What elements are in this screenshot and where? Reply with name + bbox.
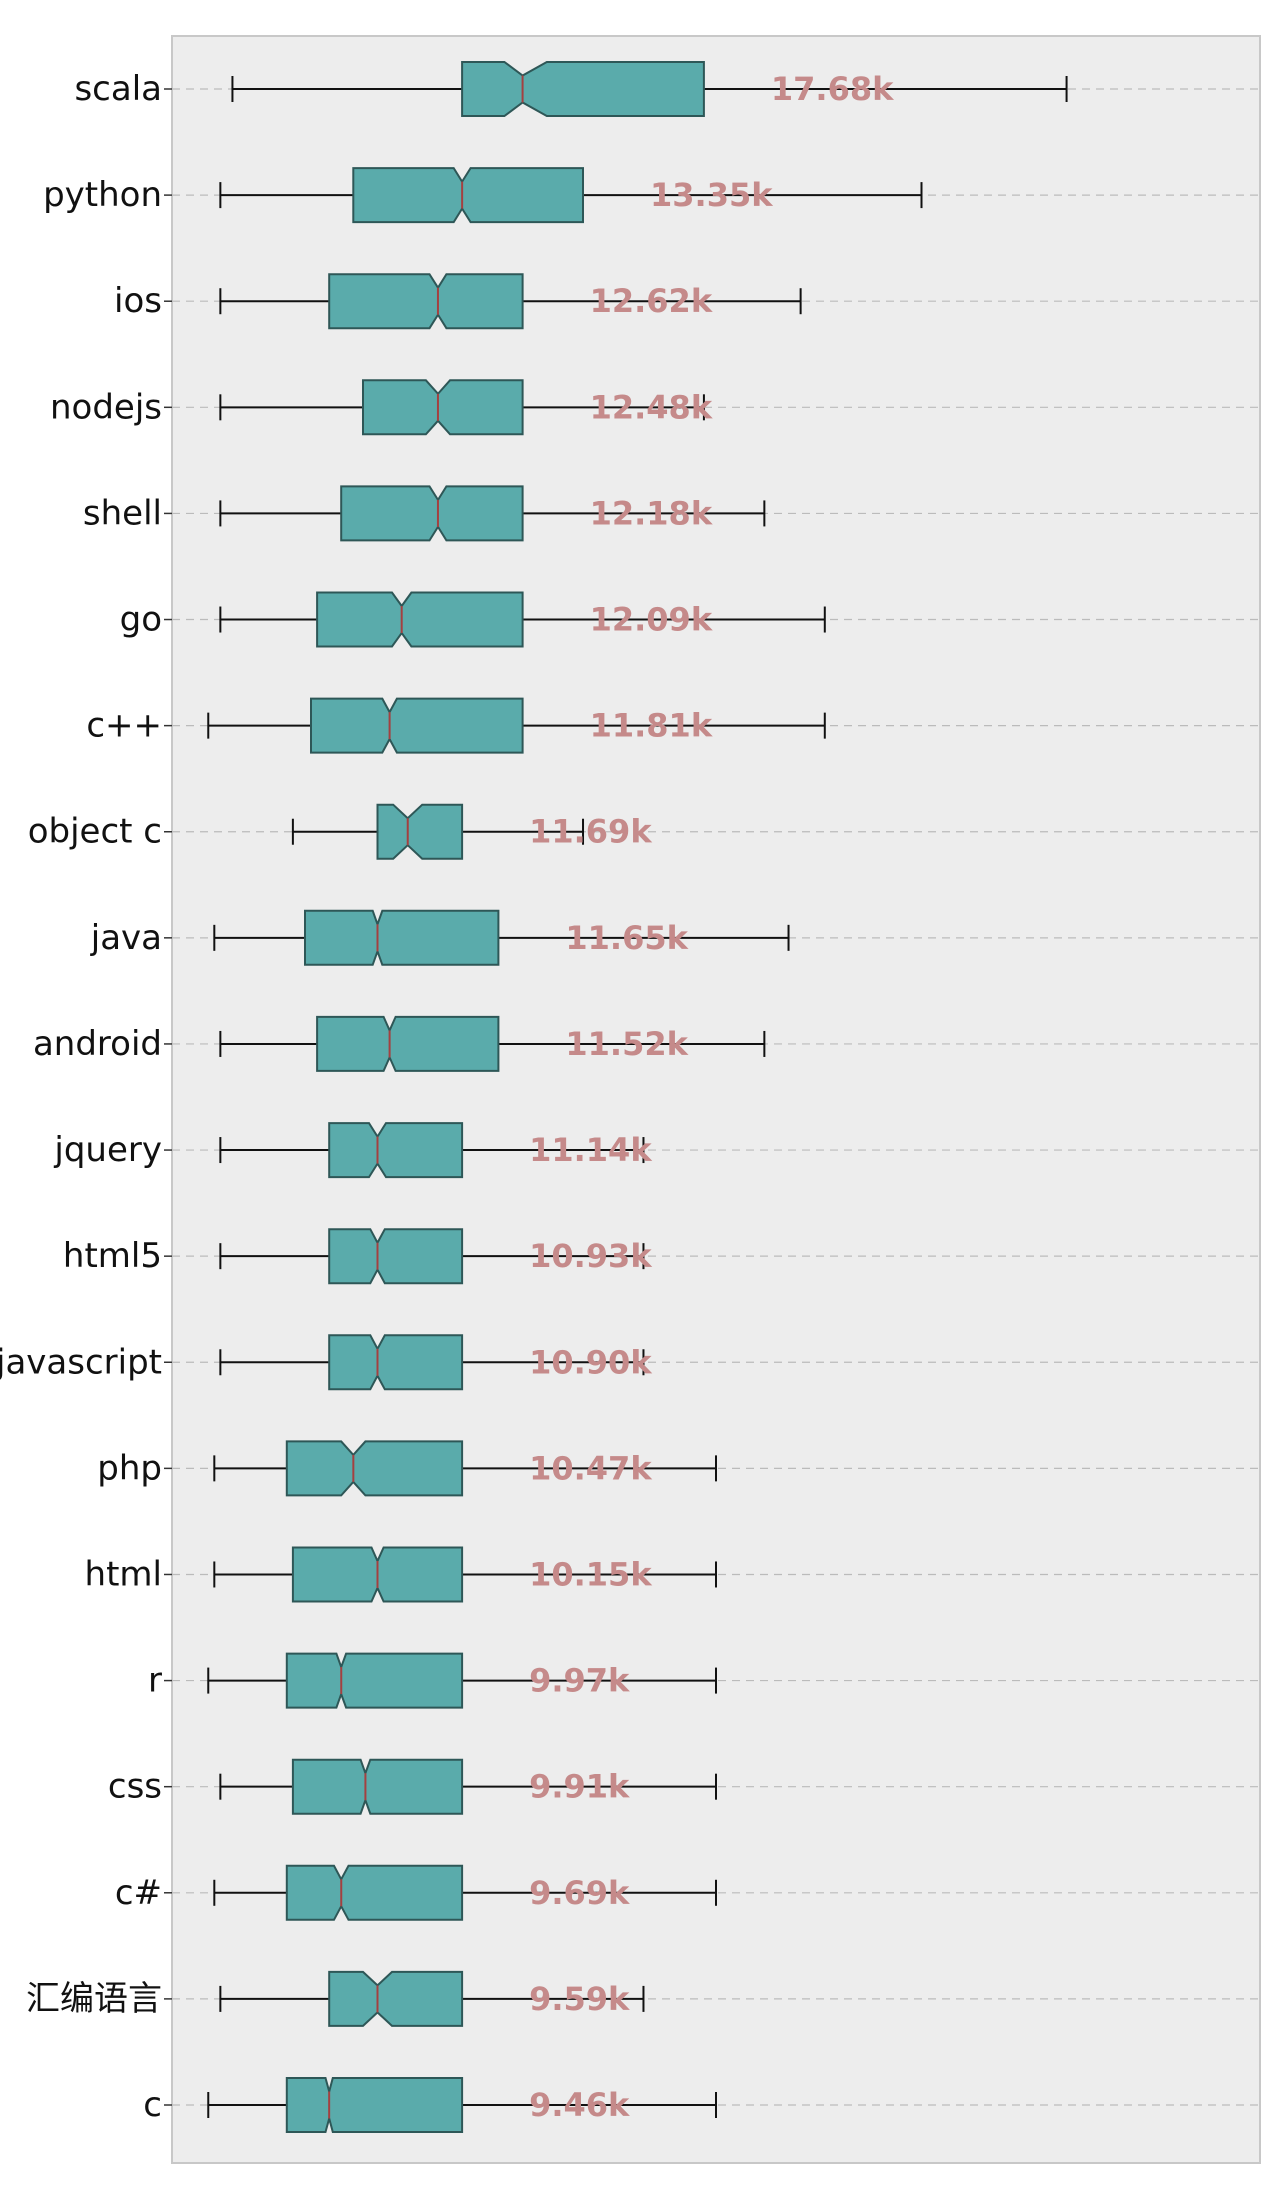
box-3 bbox=[362, 379, 524, 436]
box-6 bbox=[310, 697, 524, 754]
box-4 bbox=[340, 485, 524, 542]
category-label: javascript bbox=[0, 1342, 162, 1382]
value-label: 9.91k bbox=[529, 1768, 630, 1806]
value-label: 9.59k bbox=[529, 1980, 630, 2018]
box-1 bbox=[352, 167, 584, 224]
category-label: java bbox=[90, 918, 162, 958]
box-19 bbox=[285, 2077, 464, 2133]
category-label: c# bbox=[115, 1873, 162, 1913]
value-label: 9.97k bbox=[529, 1662, 630, 1700]
category-label: nodejs bbox=[50, 387, 162, 427]
category-label: scala bbox=[74, 69, 162, 109]
category-label: 汇编语言 bbox=[26, 1979, 162, 2019]
category-label: ios bbox=[114, 281, 162, 321]
value-label: 10.47k bbox=[529, 1449, 652, 1487]
category-label: r bbox=[148, 1661, 162, 1701]
box-5 bbox=[316, 591, 524, 648]
box-18 bbox=[328, 1970, 464, 2027]
category-label: css bbox=[108, 1767, 162, 1807]
grid-layer bbox=[164, 88, 1260, 2106]
category-label: jquery bbox=[53, 1130, 162, 1170]
category-label: android bbox=[33, 1024, 162, 1064]
box-16 bbox=[291, 1758, 464, 1815]
value-label: 11.81k bbox=[590, 707, 713, 745]
box-layer bbox=[207, 61, 1068, 2133]
category-label: python bbox=[43, 175, 162, 215]
box-12 bbox=[328, 1334, 464, 1391]
box-17 bbox=[285, 1864, 464, 1921]
box-0 bbox=[461, 61, 705, 117]
box-8 bbox=[304, 909, 500, 966]
value-label: 12.09k bbox=[590, 601, 713, 639]
category-label: html5 bbox=[63, 1236, 162, 1276]
plot-background bbox=[171, 35, 1261, 2164]
value-label: 11.52k bbox=[565, 1025, 688, 1063]
value-label: 12.48k bbox=[590, 388, 713, 426]
value-label: 11.69k bbox=[529, 813, 652, 851]
box-15 bbox=[285, 1652, 464, 1709]
category-label: html bbox=[85, 1554, 162, 1594]
box-9 bbox=[316, 1015, 500, 1072]
category-label: c++ bbox=[86, 706, 162, 746]
category-label: c bbox=[143, 2085, 162, 2125]
value-label: 12.18k bbox=[590, 494, 713, 532]
category-label: php bbox=[97, 1448, 162, 1488]
label-layer: scala 17.68k python 13.35k ios 12.62k nodejs 12… bbox=[0, 69, 894, 2125]
category-label: object c bbox=[28, 812, 162, 852]
value-label: 12.62k bbox=[590, 282, 713, 320]
box-13 bbox=[285, 1440, 464, 1497]
box-2 bbox=[328, 273, 524, 330]
value-label: 10.93k bbox=[529, 1237, 652, 1275]
value-label: 17.68k bbox=[771, 70, 894, 108]
value-label: 9.46k bbox=[529, 2086, 630, 2124]
value-label: 11.65k bbox=[565, 919, 688, 957]
value-label: 11.14k bbox=[529, 1131, 652, 1169]
value-label: 13.35k bbox=[650, 176, 773, 214]
value-label: 10.90k bbox=[529, 1343, 652, 1381]
box-10 bbox=[328, 1122, 464, 1179]
box-7 bbox=[376, 803, 464, 860]
category-label: go bbox=[120, 600, 162, 640]
value-label: 9.69k bbox=[529, 1874, 630, 1912]
box-11 bbox=[328, 1228, 464, 1285]
category-label: shell bbox=[83, 493, 162, 533]
value-label: 10.15k bbox=[529, 1555, 652, 1593]
